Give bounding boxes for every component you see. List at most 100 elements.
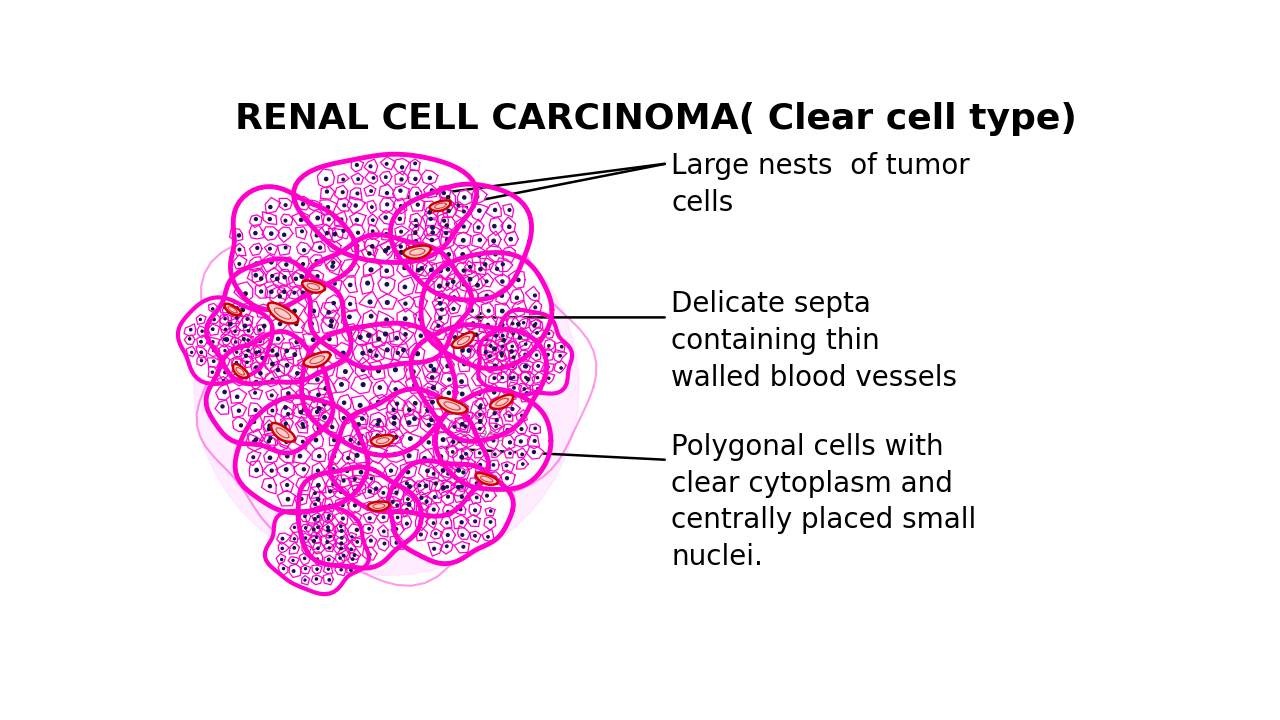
Polygon shape bbox=[278, 257, 294, 271]
Polygon shape bbox=[289, 523, 300, 533]
Polygon shape bbox=[293, 463, 310, 477]
Circle shape bbox=[285, 349, 288, 353]
Circle shape bbox=[367, 528, 370, 530]
Circle shape bbox=[326, 529, 330, 532]
Circle shape bbox=[442, 486, 445, 490]
Polygon shape bbox=[243, 325, 255, 336]
Circle shape bbox=[287, 498, 289, 501]
Circle shape bbox=[476, 284, 479, 287]
Circle shape bbox=[508, 415, 511, 418]
Circle shape bbox=[407, 421, 411, 425]
Polygon shape bbox=[276, 554, 285, 564]
Polygon shape bbox=[232, 403, 247, 418]
Circle shape bbox=[462, 471, 465, 474]
Polygon shape bbox=[471, 248, 488, 263]
Circle shape bbox=[520, 428, 522, 431]
Polygon shape bbox=[326, 474, 340, 492]
Polygon shape bbox=[518, 350, 530, 361]
Polygon shape bbox=[347, 485, 360, 497]
Polygon shape bbox=[288, 271, 303, 287]
Polygon shape bbox=[513, 434, 530, 447]
Circle shape bbox=[342, 230, 346, 233]
Polygon shape bbox=[292, 269, 311, 287]
Circle shape bbox=[212, 318, 215, 320]
Polygon shape bbox=[353, 344, 369, 364]
Polygon shape bbox=[407, 171, 421, 185]
Circle shape bbox=[228, 323, 232, 325]
Polygon shape bbox=[261, 478, 276, 494]
Circle shape bbox=[370, 315, 372, 318]
Polygon shape bbox=[383, 446, 404, 462]
Circle shape bbox=[396, 402, 398, 405]
Polygon shape bbox=[481, 302, 494, 318]
Circle shape bbox=[411, 370, 415, 374]
Polygon shape bbox=[379, 184, 394, 197]
Polygon shape bbox=[337, 361, 353, 381]
Polygon shape bbox=[424, 227, 442, 241]
Circle shape bbox=[429, 217, 433, 220]
Circle shape bbox=[269, 456, 271, 459]
Polygon shape bbox=[541, 364, 554, 374]
Circle shape bbox=[495, 419, 498, 422]
Polygon shape bbox=[401, 492, 415, 514]
Polygon shape bbox=[430, 320, 444, 331]
Polygon shape bbox=[264, 463, 278, 478]
Polygon shape bbox=[394, 226, 410, 237]
Polygon shape bbox=[485, 341, 498, 352]
Circle shape bbox=[453, 336, 457, 339]
Circle shape bbox=[303, 557, 306, 559]
Polygon shape bbox=[424, 201, 436, 214]
Polygon shape bbox=[454, 232, 471, 248]
Circle shape bbox=[500, 280, 504, 283]
Circle shape bbox=[282, 537, 284, 540]
Polygon shape bbox=[454, 343, 471, 360]
Circle shape bbox=[447, 406, 449, 409]
Circle shape bbox=[271, 378, 274, 381]
Circle shape bbox=[513, 387, 516, 389]
Polygon shape bbox=[319, 200, 337, 215]
Polygon shape bbox=[233, 255, 247, 269]
Circle shape bbox=[494, 406, 497, 409]
Circle shape bbox=[489, 521, 492, 523]
Circle shape bbox=[479, 428, 481, 430]
Polygon shape bbox=[369, 481, 383, 495]
Circle shape bbox=[283, 426, 287, 429]
Polygon shape bbox=[440, 217, 457, 233]
Polygon shape bbox=[454, 464, 470, 479]
Polygon shape bbox=[370, 395, 389, 410]
Circle shape bbox=[494, 209, 497, 212]
Polygon shape bbox=[433, 432, 453, 449]
Polygon shape bbox=[472, 187, 486, 203]
Circle shape bbox=[447, 210, 451, 212]
Polygon shape bbox=[425, 205, 439, 218]
Circle shape bbox=[393, 485, 396, 488]
Circle shape bbox=[239, 424, 242, 427]
Circle shape bbox=[475, 333, 477, 336]
Circle shape bbox=[494, 334, 498, 337]
Polygon shape bbox=[253, 336, 264, 345]
Polygon shape bbox=[250, 461, 262, 478]
Polygon shape bbox=[476, 473, 498, 485]
Circle shape bbox=[500, 294, 503, 297]
Circle shape bbox=[475, 482, 477, 485]
Polygon shape bbox=[312, 420, 328, 435]
Polygon shape bbox=[279, 199, 292, 210]
Polygon shape bbox=[323, 542, 334, 552]
Polygon shape bbox=[288, 364, 305, 379]
Circle shape bbox=[479, 362, 481, 364]
Polygon shape bbox=[397, 258, 413, 277]
Circle shape bbox=[420, 509, 422, 512]
Circle shape bbox=[268, 440, 270, 443]
Polygon shape bbox=[247, 451, 261, 466]
Circle shape bbox=[269, 217, 271, 220]
Circle shape bbox=[384, 216, 388, 219]
Circle shape bbox=[332, 265, 334, 268]
Polygon shape bbox=[440, 372, 454, 387]
Polygon shape bbox=[302, 281, 325, 293]
Polygon shape bbox=[430, 200, 451, 211]
Polygon shape bbox=[411, 225, 425, 241]
Circle shape bbox=[401, 178, 403, 181]
Polygon shape bbox=[472, 387, 484, 400]
Circle shape bbox=[447, 472, 449, 475]
Polygon shape bbox=[520, 341, 532, 350]
